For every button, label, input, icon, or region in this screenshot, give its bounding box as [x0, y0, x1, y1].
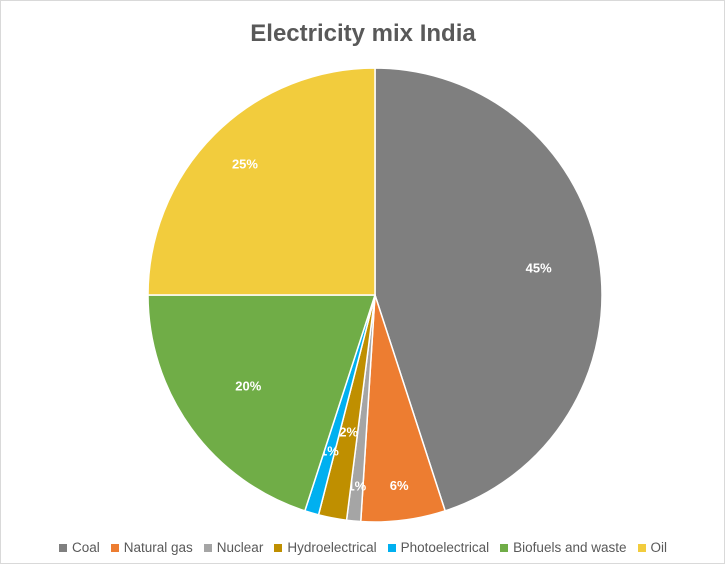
- pie-slice-coal: [374, 67, 603, 512]
- legend-swatch: [110, 543, 119, 552]
- legend-swatch: [274, 543, 283, 552]
- chart-legend: Coal Natural gas Nuclear Hydroelectrical Pho…: [0, 540, 726, 555]
- legend-swatch: [500, 543, 509, 552]
- legend-item-nuclear: Nuclear: [203, 540, 264, 555]
- legend-item-biofuels-and-waste: Biofuels and waste: [500, 540, 627, 555]
- data-label-coal: 45%: [526, 261, 552, 276]
- legend-label: Natural gas: [123, 540, 193, 555]
- legend-swatch: [203, 543, 212, 552]
- data-label-biofuels-and-waste: 20%: [235, 379, 261, 394]
- data-label-oil: 25%: [232, 156, 258, 171]
- pie-slice-oil: [147, 67, 376, 296]
- legend-swatch: [58, 543, 67, 552]
- data-label-natural-gas: 6%: [390, 478, 409, 493]
- chart-title: Electricity mix India: [250, 20, 476, 47]
- pie-slice-biofuels-and-waste: [147, 294, 377, 512]
- legend-label: Nuclear: [216, 540, 264, 555]
- legend-label: Photoelectrical: [400, 540, 490, 555]
- legend-item-photoelectrical: Photoelectrical: [387, 540, 490, 555]
- data-label-nuclear: 1%: [347, 479, 366, 494]
- legend-swatch: [387, 543, 396, 552]
- legend-label: Hydroelectrical: [287, 540, 377, 555]
- legend-label: Oil: [650, 540, 668, 555]
- legend-item-natural-gas: Natural gas: [110, 540, 193, 555]
- legend-swatch: [637, 543, 646, 552]
- legend-item-coal: Coal: [58, 540, 100, 555]
- data-label-hydroelectrical: 2%: [339, 425, 358, 440]
- legend-item-oil: Oil: [637, 540, 668, 555]
- legend-label: Coal: [71, 540, 100, 555]
- legend-item-hydroelectrical: Hydroelectrical: [274, 540, 377, 555]
- legend-label: Biofuels and waste: [513, 540, 627, 555]
